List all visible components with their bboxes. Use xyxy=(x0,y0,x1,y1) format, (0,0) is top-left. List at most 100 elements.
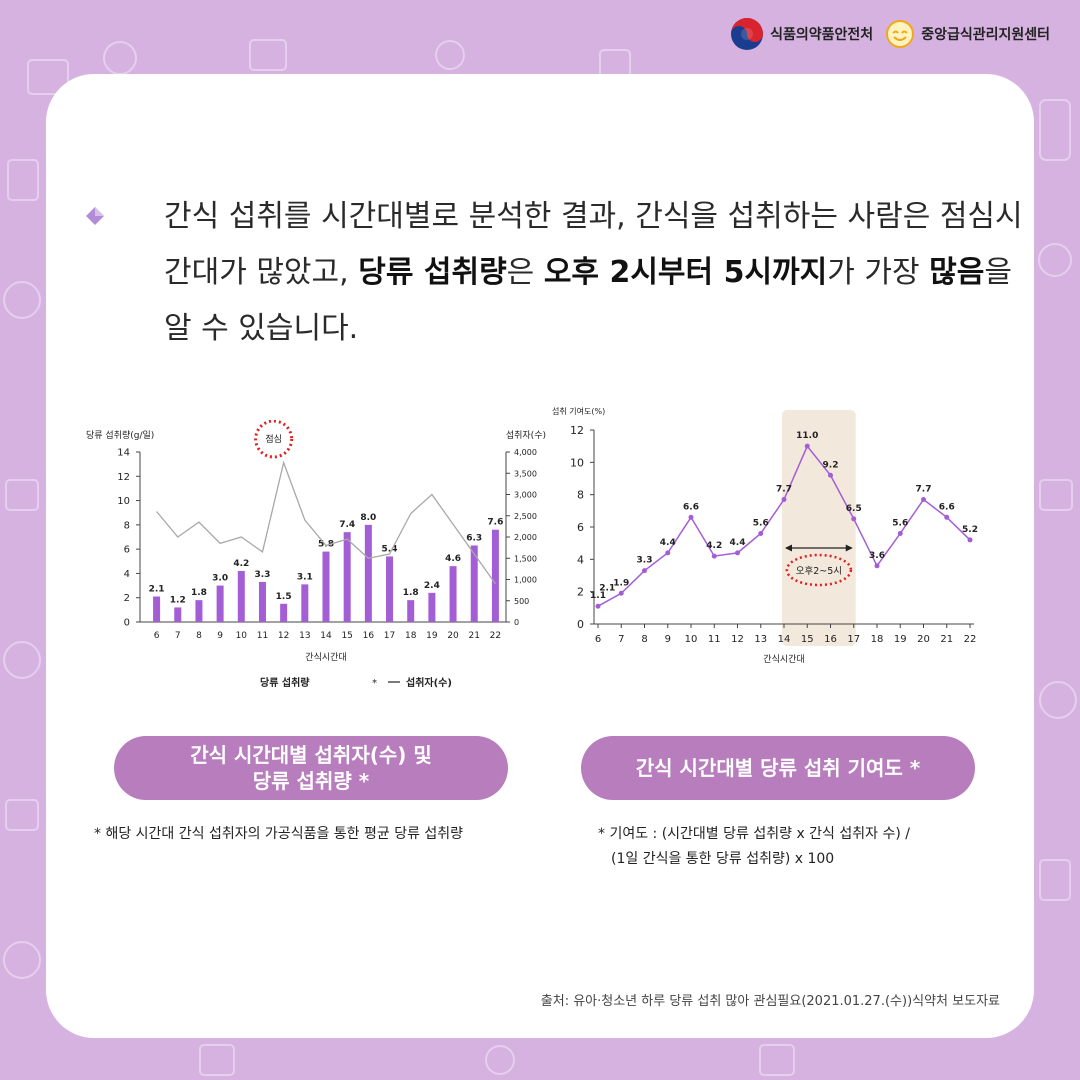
highlight-band xyxy=(782,410,856,646)
center-logo-text: 중앙급식관리지원센터 xyxy=(921,27,1050,43)
note-left-text: * 해당 시간대 간식 섭취자의 가공식품을 통한 평균 당류 섭취량 xyxy=(94,826,464,842)
data-point-label: 11.0 xyxy=(796,431,818,441)
pill-right-label: 간식 시간대별 당류 섭취 기여도 * xyxy=(635,756,921,780)
bar xyxy=(174,607,182,622)
data-point xyxy=(897,530,903,536)
x-tick-label: 13 xyxy=(754,634,767,645)
bar-value-label: 6.3 xyxy=(466,534,482,544)
y2-tick-label: 3,000 xyxy=(514,491,537,500)
pill-right-title: 간식 시간대별 당류 섭취 기여도 * xyxy=(581,736,975,800)
data-point xyxy=(618,590,624,596)
bar-value-label: 3.0 xyxy=(212,574,228,584)
range-highlight-circle xyxy=(785,553,853,587)
data-point-label: 6.5 xyxy=(846,504,862,514)
x-tick-label: 7 xyxy=(618,634,624,645)
x-tick-label: 22 xyxy=(964,634,977,645)
data-point-label: 3.3 xyxy=(637,556,653,566)
y2-tick-label: 2,500 xyxy=(514,512,537,521)
data-point-label: 6.6 xyxy=(683,502,699,512)
intro-text-1: 간식 섭취를 시간대별로 분석한 결과, 간식을 섭취하는 사람은 점심시간대가… xyxy=(164,199,1023,290)
y-tick-label: 6 xyxy=(124,545,130,556)
pill-left-line1: 간식 시간대별 섭취자(수) 및 xyxy=(190,743,432,767)
bar xyxy=(322,551,330,622)
data-point xyxy=(921,497,926,503)
range-arrow-right xyxy=(845,544,853,552)
y-tick-label: 8 xyxy=(577,489,584,502)
data-point xyxy=(967,537,973,543)
bar-value-label: 4.2 xyxy=(233,559,249,569)
x-tick-label: 21 xyxy=(469,631,480,641)
x-tick-label: 19 xyxy=(426,631,438,641)
x-tick-label: 18 xyxy=(871,634,884,645)
data-point xyxy=(804,443,810,449)
x-tick-label: 22 xyxy=(490,631,501,641)
x-tick-label: 14 xyxy=(320,631,332,641)
diamond-bullet-icon xyxy=(86,207,104,225)
note-left: * 해당 시간대 간식 섭취자의 가공식품을 통한 평균 당류 섭취량 xyxy=(94,822,463,847)
extra-point-label: 2.1 xyxy=(599,583,615,593)
x-tick-label: 16 xyxy=(824,634,837,645)
data-point-label: 9.2 xyxy=(823,460,839,470)
y-tick-label: 4 xyxy=(124,569,130,580)
data-point-label: 7.7 xyxy=(916,485,932,495)
legend-bar: 당류 섭취량 xyxy=(260,676,310,689)
legend-asterisk: * xyxy=(372,678,377,689)
x-tick-label: 8 xyxy=(196,631,202,641)
x-tick-label: 14 xyxy=(778,634,791,645)
data-point-label: 7.7 xyxy=(776,485,792,495)
data-point xyxy=(874,563,880,569)
data-point-label: 4.4 xyxy=(730,538,746,548)
mfds-logo: 식품의약품안전처 xyxy=(730,17,873,51)
y-tick-label: 14 xyxy=(117,448,130,459)
bar-value-label: 1.2 xyxy=(170,595,186,605)
x-tick-label: 21 xyxy=(940,634,953,645)
bar-value-label: 1.8 xyxy=(191,588,207,598)
x-axis-label: 간식시간대 xyxy=(305,652,346,663)
y-tick-label: 8 xyxy=(124,520,130,531)
intro-text-2: 은 xyxy=(506,255,544,290)
data-point-label: 4.4 xyxy=(660,538,676,548)
x-tick-label: 15 xyxy=(341,631,352,641)
bar xyxy=(280,603,288,622)
bar-value-label: 4.6 xyxy=(445,554,461,564)
y-tick-label: 10 xyxy=(570,456,584,469)
data-point xyxy=(758,530,764,536)
consumer-count-line xyxy=(156,460,496,585)
data-point xyxy=(642,568,647,574)
note-right-line1: * 기여도 : (시간대별 당류 섭취량 x 간식 섭취자 수) / xyxy=(598,826,910,842)
header-logos: 식품의약품안전처 중앙급식관리지원센터 xyxy=(730,14,1050,54)
y2-tick-label: 3,500 xyxy=(514,469,537,478)
range-annotation: 오후2~5시 xyxy=(796,566,842,577)
y-tick-label: 12 xyxy=(117,472,130,483)
bar xyxy=(386,556,394,622)
x-tick-label: 17 xyxy=(847,634,860,645)
pill-left-title: 간식 시간대별 섭취자(수) 및 당류 섭취량 * xyxy=(114,736,508,800)
source-citation: 출처: 유아·청소년 하루 당류 섭취 많아 관심필요(2021.01.27.(… xyxy=(540,994,1000,1009)
y-tick-label: 6 xyxy=(577,521,584,534)
x-tick-label: 12 xyxy=(278,631,289,641)
x-tick-label: 17 xyxy=(384,631,395,641)
intro-bold-time-range: 오후 2시부터 5시까지 xyxy=(543,255,828,290)
smile-logo-icon xyxy=(886,20,915,48)
bar xyxy=(301,584,309,622)
x-tick-label: 18 xyxy=(405,631,417,641)
bar xyxy=(491,529,499,622)
x-axis-label: 간식시간대 xyxy=(763,654,804,665)
taegeuk-logo-icon xyxy=(731,18,764,50)
data-point xyxy=(851,516,857,522)
y-tick-label: 0 xyxy=(124,618,130,629)
x-tick-label: 8 xyxy=(641,634,647,645)
data-point xyxy=(688,514,694,520)
y-tick-label: 0 xyxy=(577,618,584,631)
bar xyxy=(343,532,351,622)
content-card: 간식 섭취를 시간대별로 분석한 결과, 간식을 섭취하는 사람은 점심시간대가… xyxy=(46,74,1034,1038)
y2-tick-label: 0 xyxy=(514,618,519,627)
y-tick-label: 10 xyxy=(117,496,130,507)
bar xyxy=(216,585,224,622)
intro-bold-sugar-intake: 당류 섭취량 xyxy=(358,255,507,290)
data-point-label: 5.6 xyxy=(753,518,769,528)
bar-value-label: 7.4 xyxy=(339,520,355,530)
note-right: * 기여도 : (시간대별 당류 섭취량 x 간식 섭취자 수) / (1일 간… xyxy=(598,822,910,872)
data-point-label: 3.6 xyxy=(869,551,885,561)
